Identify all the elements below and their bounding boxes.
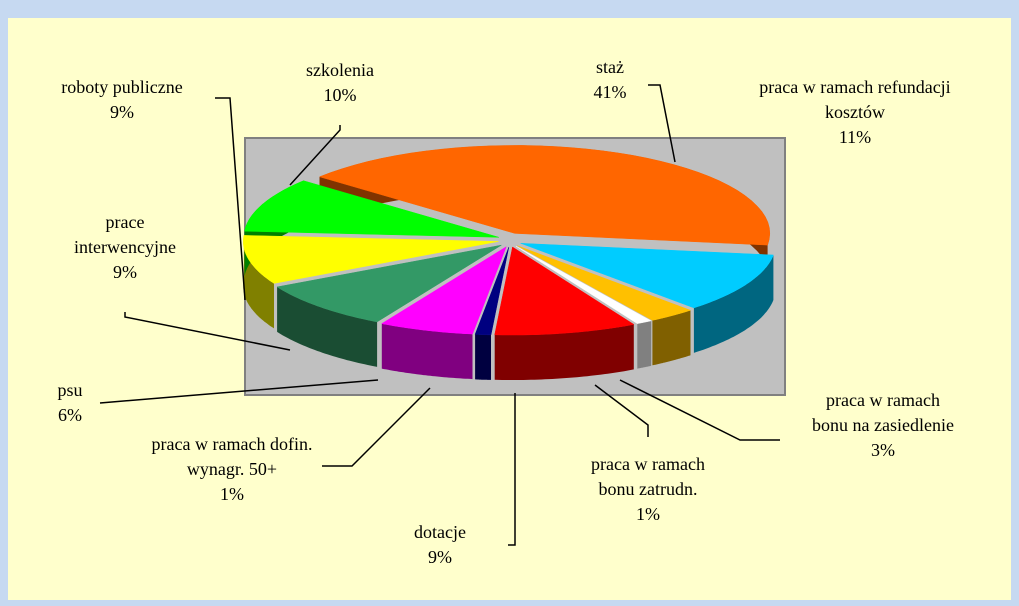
slice-label: dotacje 9%	[390, 520, 490, 570]
value-label: 9%	[113, 262, 137, 282]
slice-side	[494, 324, 634, 380]
category-label: dotacje	[414, 522, 466, 542]
leader-line	[508, 393, 516, 546]
category-label: szkolenia	[306, 60, 374, 80]
leader-line	[124, 312, 291, 351]
slice-label: praca w ramach refundacji kosztów 11%	[745, 75, 965, 150]
slice-label: praca w ramach dofin. wynagr. 50+ 1%	[146, 432, 318, 507]
slice-side	[637, 320, 652, 369]
category-label: praca w ramach bonu zatrudn.	[591, 454, 705, 499]
category-label: praca w ramach bonu na zasiedlenie	[812, 390, 954, 435]
value-label: 6%	[58, 405, 82, 425]
slice-side	[277, 286, 378, 367]
slice	[244, 180, 499, 238]
category-label: roboty publiczne	[61, 77, 183, 97]
slice	[381, 246, 507, 335]
category-label: psu	[57, 380, 83, 400]
category-label: praca w ramach dofin. wynagr. 50+	[151, 434, 313, 479]
value-label: 10%	[323, 85, 357, 105]
slice-label: prace interwencyjne 9%	[60, 210, 190, 285]
leader-line	[648, 84, 676, 163]
leader-line	[619, 379, 780, 441]
slice	[474, 247, 510, 336]
slice-label: praca w ramach bonu zatrudn. 1%	[573, 452, 723, 527]
slice-side	[652, 310, 691, 366]
slice-side	[243, 235, 274, 329]
value-label: 1%	[220, 484, 244, 504]
slice-side	[693, 255, 774, 353]
slice-label: roboty publiczne 9%	[22, 75, 222, 125]
category-label: praca w ramach refundacji kosztów	[759, 77, 951, 122]
slice	[318, 145, 771, 246]
slice-label: praca w ramach bonu na zasiedlenie 3%	[811, 388, 956, 463]
value-label: 9%	[110, 102, 134, 122]
category-label: staż	[596, 57, 624, 77]
leader-line	[215, 97, 246, 301]
slice	[494, 246, 635, 336]
slice-label: szkolenia 10%	[290, 58, 390, 108]
leader-line	[322, 387, 431, 467]
value-label: 1%	[636, 504, 660, 524]
slice-label: psu 6%	[40, 378, 100, 428]
slice	[517, 245, 692, 321]
slice	[520, 243, 774, 309]
category-label: prace interwencyjne	[74, 212, 176, 257]
leader-line	[99, 379, 379, 404]
value-label: 9%	[428, 547, 452, 567]
leader-line	[289, 125, 341, 186]
slice-side	[381, 323, 473, 380]
value-label: 11%	[838, 127, 872, 147]
slice	[276, 244, 502, 323]
slice-label: staż 41%	[565, 55, 655, 105]
value-label: 3%	[871, 440, 895, 460]
slice	[243, 235, 499, 284]
value-label: 41%	[593, 82, 627, 102]
slice-side	[475, 334, 491, 380]
slice	[515, 245, 652, 324]
leader-line	[594, 384, 649, 437]
